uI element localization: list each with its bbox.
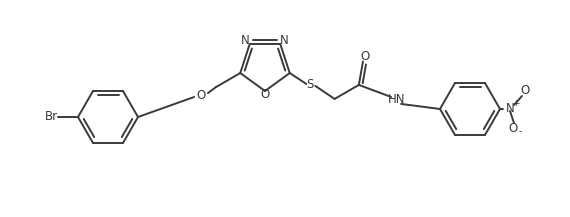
Text: O: O <box>360 50 369 63</box>
Text: O: O <box>508 122 518 135</box>
Text: O: O <box>260 89 270 102</box>
Text: +: + <box>512 99 520 107</box>
Text: O: O <box>520 84 530 97</box>
Text: -: - <box>518 128 522 136</box>
Text: N: N <box>241 35 250 48</box>
Text: O: O <box>197 89 206 102</box>
Text: N: N <box>506 102 514 115</box>
Text: Br: Br <box>44 110 58 123</box>
Text: N: N <box>280 35 288 48</box>
Text: S: S <box>307 78 314 91</box>
Text: HN: HN <box>388 94 406 106</box>
